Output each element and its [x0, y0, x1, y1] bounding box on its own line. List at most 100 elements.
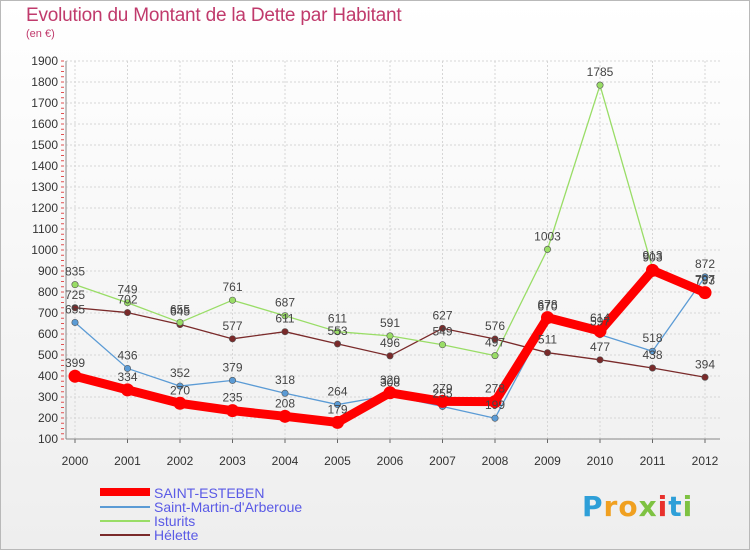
data-label: 687	[275, 296, 295, 310]
data-label: 199	[485, 398, 505, 412]
data-point	[226, 404, 239, 418]
data-point	[596, 356, 604, 364]
data-label: 399	[65, 356, 85, 370]
y-tick-label: 1900	[31, 54, 58, 68]
data-label: 477	[590, 340, 610, 354]
data-point	[543, 349, 551, 357]
data-point	[229, 376, 237, 384]
data-point	[543, 245, 551, 253]
data-label: 670	[537, 299, 557, 313]
y-tick-label: 1400	[31, 159, 58, 173]
data-label: 576	[485, 319, 505, 333]
data-point	[176, 382, 184, 390]
data-point	[701, 273, 709, 281]
data-label: 577	[222, 319, 242, 333]
data-label: 270	[170, 383, 190, 397]
legend-label: Saint-Martin-d'Arberoue	[154, 499, 303, 515]
data-point	[333, 340, 341, 348]
data-label: 611	[275, 312, 294, 326]
data-label: 627	[432, 308, 452, 322]
data-label: 749	[117, 283, 137, 297]
legend-label: Hélette	[154, 527, 199, 543]
y-tick-label: 900	[38, 264, 58, 278]
data-labels: 399 334 270 235 208 179 320 279 278 678 614 903 797 6…	[65, 65, 715, 416]
data-point	[71, 318, 79, 326]
data-label: 597	[590, 315, 610, 329]
data-point	[229, 296, 237, 304]
data-label: 208	[275, 396, 295, 410]
data-point	[436, 394, 449, 408]
data-point	[438, 324, 446, 332]
x-tick-label: 2007	[429, 454, 456, 468]
data-label: 835	[65, 265, 85, 279]
data-point	[648, 347, 656, 355]
y-tick-label: 1100	[32, 222, 58, 236]
y-tick-label: 1200	[31, 201, 58, 215]
data-label: 264	[327, 385, 347, 399]
logo-letter: r	[603, 490, 619, 523]
x-tick-label: 2008	[482, 454, 509, 468]
x-tick-label: 2001	[114, 454, 141, 468]
data-label: 1003	[534, 229, 561, 243]
data-point	[281, 328, 289, 336]
data-label: 255	[432, 386, 452, 400]
data-point	[491, 352, 499, 360]
data-point	[386, 332, 394, 340]
data-label: 278	[485, 382, 505, 396]
data-point	[596, 81, 604, 89]
data-point	[491, 414, 499, 422]
y-tick-label: 500	[38, 348, 58, 362]
y-tick-label: 100	[38, 432, 58, 446]
data-point	[701, 373, 709, 381]
data-point	[121, 383, 134, 397]
proxiti-logo: Proxiti	[582, 490, 693, 523]
data-point	[386, 352, 394, 360]
data-label: 872	[695, 257, 715, 271]
y-tick-label: 700	[38, 306, 58, 320]
data-label: 497	[485, 336, 505, 350]
chart-subtitle: (en €)	[26, 28, 55, 40]
data-point	[176, 318, 184, 326]
data-point	[491, 335, 499, 343]
logo-letter: i	[657, 490, 669, 523]
data-point	[383, 386, 397, 400]
legend-swatch	[100, 534, 150, 536]
x-tick-label: 2011	[640, 454, 666, 468]
data-label: 511	[538, 333, 557, 347]
data-label: 1785	[587, 65, 614, 79]
x-tick-label: 2009	[534, 454, 561, 468]
data-point	[438, 341, 446, 349]
data-label: 279	[432, 381, 452, 395]
data-label: 611	[328, 312, 347, 326]
y-tick-label: 1300	[31, 180, 58, 194]
data-label: 334	[117, 370, 137, 384]
data-point	[71, 281, 79, 289]
data-label: 549	[432, 325, 452, 339]
y-tick-label: 600	[38, 327, 58, 341]
y-tick-label: 800	[38, 285, 58, 299]
data-label: 702	[117, 293, 137, 307]
data-point	[648, 364, 656, 372]
data-point	[646, 263, 659, 277]
x-tick-label: 2003	[219, 454, 246, 468]
data-point	[281, 312, 289, 320]
logo-letter: x	[638, 490, 658, 523]
data-point	[593, 324, 607, 338]
legend-label: SAINT-ESTEBEN	[154, 485, 265, 501]
data-point	[71, 304, 79, 312]
y-tick-label: 1600	[31, 117, 58, 131]
data-label: 761	[222, 280, 242, 294]
data-point	[333, 328, 341, 336]
y-tick-label: 300	[38, 390, 58, 404]
chart-title: Evolution du Montant de la Dette par Hab…	[26, 5, 402, 26]
x-tick-label: 2006	[377, 454, 404, 468]
legend-swatch	[100, 488, 150, 496]
x-tick-label: 2010	[587, 454, 614, 468]
data-label: 379	[222, 360, 242, 374]
data-point	[124, 309, 132, 317]
data-point	[124, 364, 132, 372]
y-tick-label: 200	[38, 411, 58, 425]
data-point	[331, 415, 344, 429]
